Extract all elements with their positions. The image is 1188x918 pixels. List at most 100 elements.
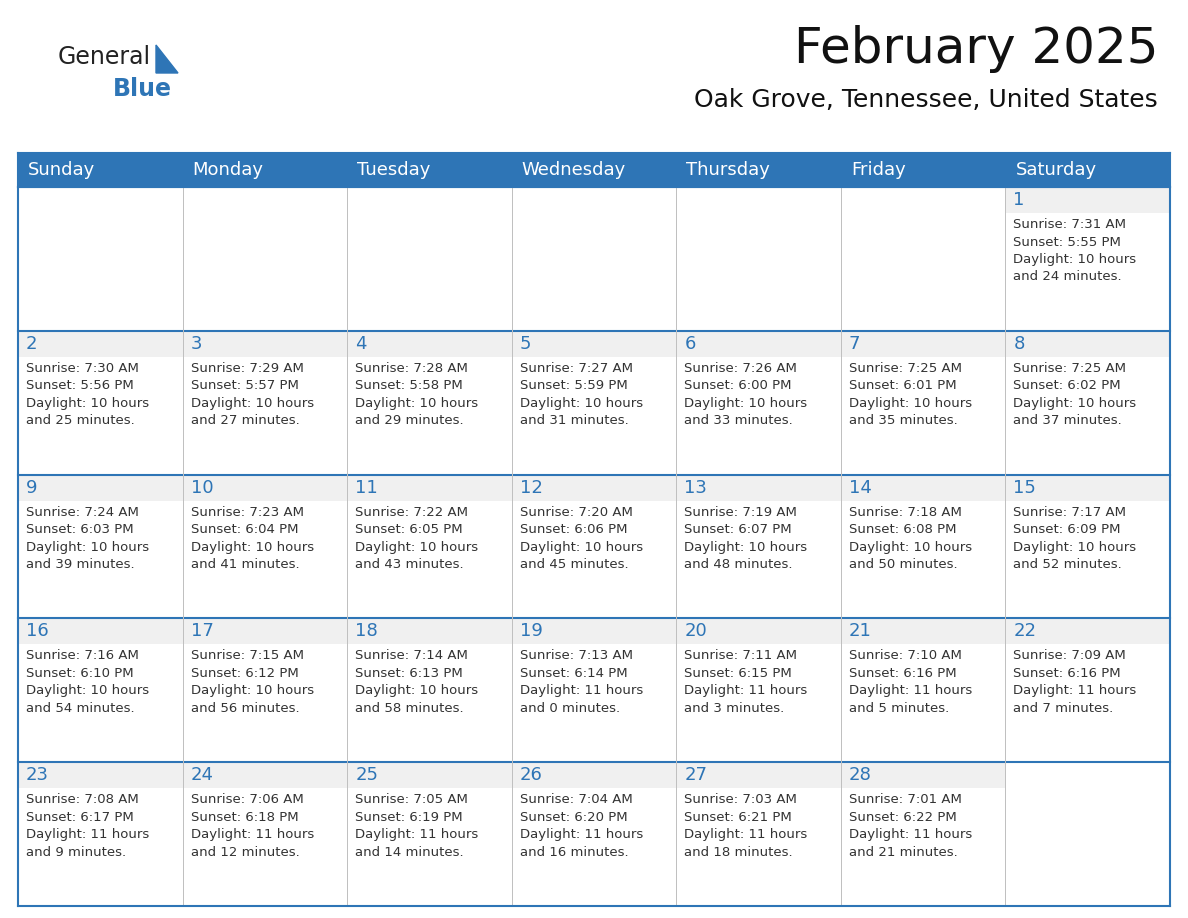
Text: Sunrise: 7:25 AM: Sunrise: 7:25 AM [1013,362,1126,375]
Text: and 33 minutes.: and 33 minutes. [684,414,794,427]
Text: and 25 minutes.: and 25 minutes. [26,414,134,427]
Text: Sunrise: 7:03 AM: Sunrise: 7:03 AM [684,793,797,806]
Text: Sunset: 5:55 PM: Sunset: 5:55 PM [1013,236,1121,249]
Text: 13: 13 [684,478,707,497]
Text: Sunrise: 7:15 AM: Sunrise: 7:15 AM [190,649,304,663]
Bar [347,330,512,357]
Text: 6: 6 [684,335,696,353]
Text: and 5 minutes.: and 5 minutes. [849,702,949,715]
Text: and 56 minutes.: and 56 minutes. [190,702,299,715]
Text: Sunrise: 7:19 AM: Sunrise: 7:19 AM [684,506,797,519]
Text: and 16 minutes.: and 16 minutes. [519,845,628,858]
Text: Daylight: 10 hours: Daylight: 10 hours [190,541,314,554]
Text: Saturday: Saturday [1016,161,1097,179]
Text: Sunset: 6:06 PM: Sunset: 6:06 PM [519,523,627,536]
Bar [841,762,1005,789]
Text: and 18 minutes.: and 18 minutes. [684,845,792,858]
Text: Daylight: 11 hours: Daylight: 11 hours [684,828,808,841]
Text: Sunset: 6:15 PM: Sunset: 6:15 PM [684,666,792,680]
Text: and 7 minutes.: and 7 minutes. [1013,702,1113,715]
Text: Sunrise: 7:09 AM: Sunrise: 7:09 AM [1013,649,1126,663]
Text: and 58 minutes.: and 58 minutes. [355,702,463,715]
Text: 14: 14 [849,478,872,497]
Text: 3: 3 [190,335,202,353]
Text: 25: 25 [355,767,378,784]
Text: and 43 minutes.: and 43 minutes. [355,558,463,571]
Text: Sunrise: 7:29 AM: Sunrise: 7:29 AM [190,362,303,375]
Text: and 27 minutes.: and 27 minutes. [190,414,299,427]
Text: and 12 minutes.: and 12 minutes. [190,845,299,858]
Text: Sunset: 6:08 PM: Sunset: 6:08 PM [849,523,956,536]
Text: Daylight: 11 hours: Daylight: 11 hours [849,828,972,841]
Text: Sunrise: 7:18 AM: Sunrise: 7:18 AM [849,506,962,519]
Text: Daylight: 11 hours: Daylight: 11 hours [519,685,643,698]
Text: Sunset: 6:00 PM: Sunset: 6:00 PM [684,379,791,392]
Text: 10: 10 [190,478,213,497]
Text: Sunset: 5:56 PM: Sunset: 5:56 PM [26,379,134,392]
Bar [676,475,841,500]
Text: Sunrise: 7:30 AM: Sunrise: 7:30 AM [26,362,139,375]
Text: Sunrise: 7:23 AM: Sunrise: 7:23 AM [190,506,304,519]
Bar [183,330,347,357]
Text: 27: 27 [684,767,707,784]
Text: 9: 9 [26,478,38,497]
Text: Oak Grove, Tennessee, United States: Oak Grove, Tennessee, United States [694,88,1158,112]
Text: Sunset: 6:19 PM: Sunset: 6:19 PM [355,811,463,823]
Text: 20: 20 [684,622,707,641]
Text: Sunset: 6:16 PM: Sunset: 6:16 PM [849,666,956,680]
Text: and 35 minutes.: and 35 minutes. [849,414,958,427]
Text: Sunrise: 7:08 AM: Sunrise: 7:08 AM [26,793,139,806]
Text: Daylight: 11 hours: Daylight: 11 hours [519,828,643,841]
Polygon shape [156,45,178,73]
Text: 11: 11 [355,478,378,497]
Text: and 9 minutes.: and 9 minutes. [26,845,126,858]
Text: Sunrise: 7:17 AM: Sunrise: 7:17 AM [1013,506,1126,519]
Text: and 50 minutes.: and 50 minutes. [849,558,958,571]
Bar [347,762,512,789]
Bar [18,153,1170,187]
Text: Blue: Blue [113,77,172,101]
Text: Sunset: 6:21 PM: Sunset: 6:21 PM [684,811,792,823]
Bar [347,619,512,644]
Text: Sunrise: 7:31 AM: Sunrise: 7:31 AM [1013,218,1126,231]
Text: 15: 15 [1013,478,1036,497]
Text: and 45 minutes.: and 45 minutes. [519,558,628,571]
Text: 17: 17 [190,622,214,641]
Text: 19: 19 [519,622,543,641]
Text: and 14 minutes.: and 14 minutes. [355,845,463,858]
Text: Sunset: 6:01 PM: Sunset: 6:01 PM [849,379,956,392]
Bar [512,619,676,644]
Text: Thursday: Thursday [687,161,770,179]
Bar [18,330,183,357]
Text: Daylight: 10 hours: Daylight: 10 hours [684,541,808,554]
Bar [676,619,841,644]
Bar [841,475,1005,500]
Text: Sunrise: 7:22 AM: Sunrise: 7:22 AM [355,506,468,519]
Bar [512,475,676,500]
Bar [18,475,183,500]
Text: Daylight: 11 hours: Daylight: 11 hours [849,685,972,698]
Bar [183,762,347,789]
Text: 2: 2 [26,335,38,353]
Text: Daylight: 10 hours: Daylight: 10 hours [26,397,150,409]
Text: Monday: Monday [192,161,264,179]
Text: Sunday: Sunday [29,161,95,179]
Text: Sunrise: 7:11 AM: Sunrise: 7:11 AM [684,649,797,663]
Text: Daylight: 10 hours: Daylight: 10 hours [26,685,150,698]
Text: 7: 7 [849,335,860,353]
Text: Tuesday: Tuesday [358,161,430,179]
Text: Sunrise: 7:14 AM: Sunrise: 7:14 AM [355,649,468,663]
Text: Daylight: 10 hours: Daylight: 10 hours [1013,397,1137,409]
Text: Daylight: 11 hours: Daylight: 11 hours [26,828,150,841]
Bar [18,619,183,644]
Text: 21: 21 [849,622,872,641]
Bar [1005,187,1170,213]
Text: and 52 minutes.: and 52 minutes. [1013,558,1123,571]
Text: Sunset: 6:22 PM: Sunset: 6:22 PM [849,811,956,823]
Text: Daylight: 10 hours: Daylight: 10 hours [519,541,643,554]
Text: Wednesday: Wednesday [522,161,626,179]
Text: and 37 minutes.: and 37 minutes. [1013,414,1123,427]
Bar [1005,475,1170,500]
Text: 26: 26 [519,767,543,784]
Text: and 41 minutes.: and 41 minutes. [190,558,299,571]
